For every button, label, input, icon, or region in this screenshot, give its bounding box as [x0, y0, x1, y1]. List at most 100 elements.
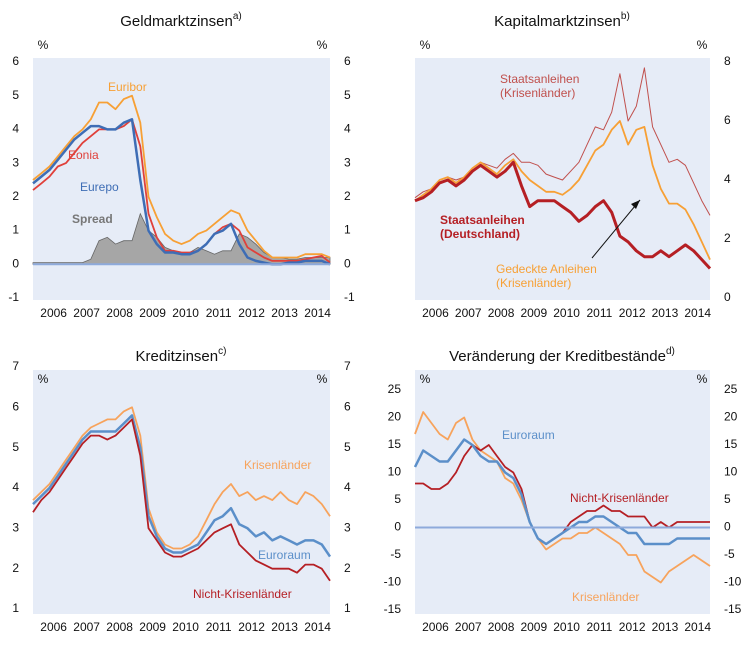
y-tick-label: 0: [344, 256, 351, 270]
y-tick-label: 6: [344, 54, 351, 68]
title-text: Veränderung der Kreditbestände: [449, 348, 666, 365]
y-tick-label: 10: [388, 465, 402, 479]
series-label: Euroraum: [502, 428, 555, 442]
x-tick-label: 2008: [488, 306, 515, 320]
y-tick-label: 5: [344, 88, 351, 102]
y-tick-label: -1: [344, 290, 355, 304]
x-tick-label: 2009: [520, 306, 547, 320]
y-tick-label: 6: [344, 400, 351, 414]
y-unit: %: [420, 372, 431, 386]
x-tick-label: 2014: [684, 306, 711, 320]
series-label: Eonia: [68, 148, 99, 162]
y-tick-label: 2: [12, 189, 19, 203]
x-tick-label: 2006: [422, 620, 449, 634]
x-tick-label: 2006: [40, 306, 67, 320]
y-tick-label: 25: [388, 382, 402, 396]
y-tick-label: 4: [344, 122, 351, 136]
y-tick-label: 1: [12, 223, 19, 237]
y-tick-label: 2: [344, 561, 351, 575]
series-label: Eurepo: [80, 180, 119, 194]
y-tick-label: 1: [344, 601, 351, 615]
line: [32, 414, 332, 558]
x-tick-label: 2009: [139, 306, 166, 320]
series-label: Spread: [72, 212, 113, 226]
y-tick-label: -15: [724, 602, 742, 616]
y-tick-label: 2: [12, 561, 19, 575]
chart-title: Geldmarktzinsena): [120, 11, 241, 30]
y-tick-label: -15: [384, 602, 402, 616]
x-tick-label: 2011: [586, 620, 612, 634]
y-unit: %: [697, 38, 708, 52]
y-unit: %: [697, 372, 708, 386]
x-tick-label: 2009: [520, 620, 547, 634]
y-tick-label: 5: [724, 492, 731, 506]
y-tick-label: 8: [724, 54, 731, 68]
y-tick-label: -1: [8, 290, 19, 304]
x-tick-label: 2006: [40, 620, 67, 634]
y-tick-label: 5: [344, 440, 351, 454]
y-unit: %: [317, 38, 328, 52]
y-tick-label: 0: [724, 290, 731, 304]
chart-title: Kreditzinsenc): [136, 346, 227, 365]
y-tick-label: 3: [12, 155, 19, 169]
title-text: Kreditzinsen: [136, 348, 219, 365]
series-label: Staatsanleihen (Deutschland): [440, 213, 525, 241]
x-tick-label: 2007: [73, 620, 100, 634]
x-tick-label: 2007: [455, 620, 482, 634]
y-tick-label: 1: [12, 601, 19, 615]
plot-area: [415, 370, 710, 614]
y-tick-label: 20: [724, 410, 738, 424]
y-tick-label: 25: [724, 382, 738, 396]
line: [32, 406, 331, 550]
y-tick-label: 3: [12, 521, 19, 535]
x-tick-label: 2011: [206, 306, 232, 320]
y-tick-label: 3: [344, 155, 351, 169]
y-tick-label: -5: [724, 547, 735, 561]
title-note: d): [666, 346, 675, 357]
y-tick-label: 20: [388, 410, 402, 424]
series-label: Staatsanleihen (Krisenländer): [500, 72, 580, 100]
x-tick-label: 2008: [106, 306, 133, 320]
x-tick-label: 2007: [455, 306, 482, 320]
series-label: Nicht-Krisenländer: [193, 587, 292, 601]
y-tick-label: 4: [724, 172, 731, 186]
y-tick-label: 5: [12, 88, 19, 102]
x-tick-label: 2010: [553, 620, 580, 634]
arrow-head: [631, 200, 640, 209]
x-tick-label: 2009: [139, 620, 166, 634]
x-tick-label: 2014: [684, 620, 711, 634]
y-tick-label: 6: [12, 54, 19, 68]
y-tick-label: -10: [724, 575, 742, 589]
x-tick-label: 2013: [652, 620, 679, 634]
title-note: c): [218, 346, 226, 357]
y-tick-label: 5: [394, 492, 401, 506]
x-tick-label: 2011: [586, 306, 612, 320]
series-label: Krisenländer: [244, 458, 312, 472]
x-tick-label: 2014: [304, 306, 331, 320]
title-text: Kapitalmarktzinsen: [494, 13, 621, 30]
y-tick-label: -10: [384, 575, 402, 589]
title-note: a): [233, 11, 242, 22]
y-tick-label: 4: [12, 122, 19, 136]
chart-title: Veränderung der Kreditbeständed): [449, 346, 675, 365]
chart-title: Kapitalmarktzinsenb): [494, 11, 630, 30]
y-unit: %: [317, 372, 328, 386]
series-label: Gedeckte Anleihen (Krisenländer): [496, 262, 597, 290]
x-tick-label: 2012: [238, 620, 265, 634]
x-tick-label: 2011: [206, 620, 232, 634]
y-tick-label: 4: [344, 480, 351, 494]
x-tick-label: 2014: [304, 620, 331, 634]
y-tick-label: 6: [12, 400, 19, 414]
x-tick-label: 2010: [553, 306, 580, 320]
y-tick-label: 15: [388, 437, 402, 451]
y-tick-label: 5: [12, 440, 19, 454]
y-tick-label: 0: [394, 520, 401, 534]
line: [413, 438, 710, 546]
series-label: Euroraum: [258, 548, 311, 562]
x-tick-label: 2008: [106, 620, 133, 634]
x-tick-label: 2013: [271, 620, 298, 634]
title-note: b): [621, 11, 630, 22]
arrow: [591, 199, 641, 259]
